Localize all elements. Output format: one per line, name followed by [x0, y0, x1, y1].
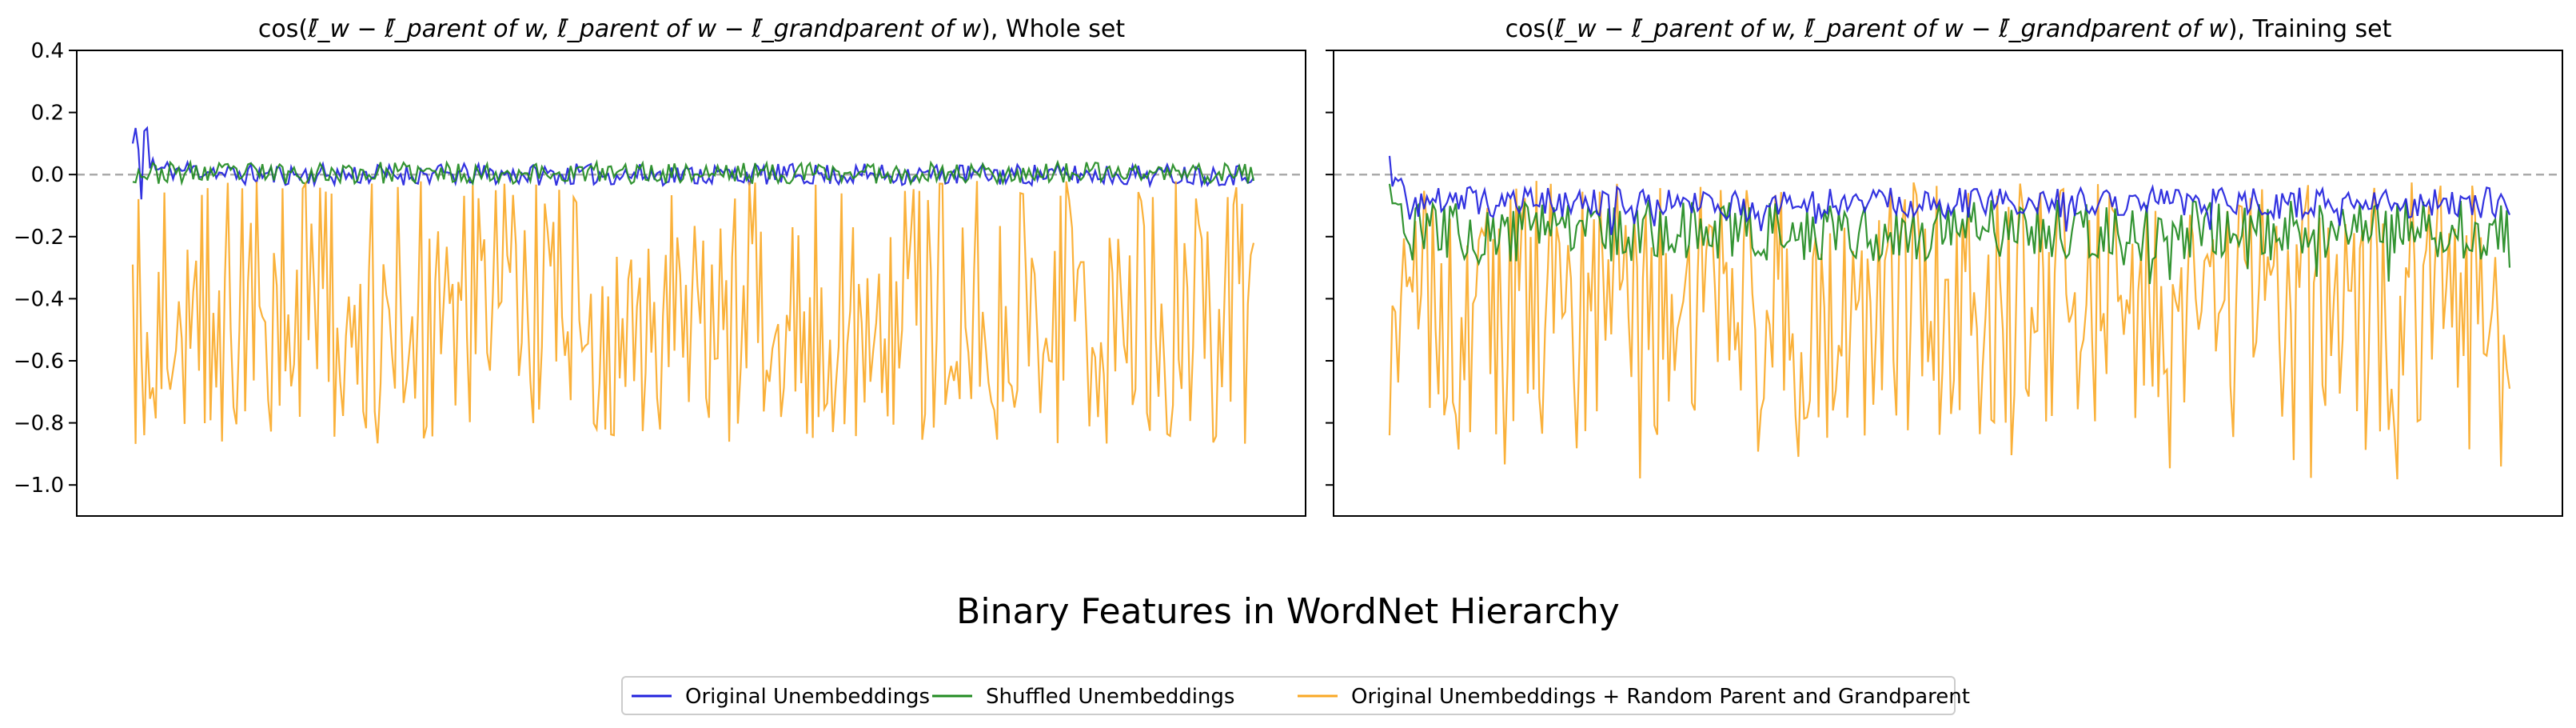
panel-title-whole-set: cos(ℓ̄_w − ℓ̄_parent of w, ℓ̄_parent of …	[258, 15, 1125, 43]
figure-title: Binary Features in WordNet Hierarchy	[956, 591, 1620, 632]
y-tick-label: −0.8	[14, 412, 64, 436]
y-axis-whole-set: 0.4 0.2 0.0 −0.2 −0.4 −0.6 −0.8 −1.0	[14, 39, 77, 498]
title-formula: ℓ̄_w − ℓ̄_parent of w, ℓ̄_parent of w − …	[307, 15, 982, 43]
panel-title-training-set: cos(ℓ̄_w − ℓ̄_parent of w, ℓ̄_parent of …	[1505, 15, 2392, 43]
series-line-shuffled-whole-set	[132, 158, 1255, 186]
y-tick-label: −0.6	[14, 350, 64, 374]
y-tick-label: 0.2	[31, 102, 64, 126]
legend: Original Unembeddings Shuffled Unembeddi…	[621, 676, 1970, 715]
y-tick-label: 0.0	[31, 163, 64, 187]
series-line-random-parent-training-set	[1388, 181, 2511, 480]
legend-label-random-parent: Original Unembeddings + Random Parent an…	[1351, 685, 1970, 709]
series-line-random-parent-whole-set	[131, 180, 1255, 444]
y-axis-training-set	[1326, 50, 1334, 486]
axes-frame-training-set	[1333, 50, 2563, 517]
y-tick-label: −1.0	[14, 474, 64, 498]
legend-label-shuffled: Shuffled Unembeddings	[986, 685, 1234, 709]
y-tick-label: 0.4	[31, 39, 64, 63]
y-tick-label: −0.2	[14, 226, 64, 250]
panel-whole-set: cos(ℓ̄_w − ℓ̄_parent of w, ℓ̄_parent of …	[14, 15, 1306, 517]
series-line-original-training-set	[1388, 155, 2511, 235]
title-formula: ℓ̄_w − ℓ̄_parent of w, ℓ̄_parent of w − …	[1554, 15, 2229, 43]
series-line-shuffled-training-set	[1388, 183, 2511, 285]
legend-frame	[621, 676, 1956, 715]
legend-label-original: Original Unembeddings	[685, 685, 930, 709]
axes-frame-whole-set	[76, 50, 1306, 517]
y-tick-label: −0.4	[14, 287, 64, 311]
panel-training-set: cos(ℓ̄_w − ℓ̄_parent of w, ℓ̄_parent of …	[1326, 15, 2563, 517]
